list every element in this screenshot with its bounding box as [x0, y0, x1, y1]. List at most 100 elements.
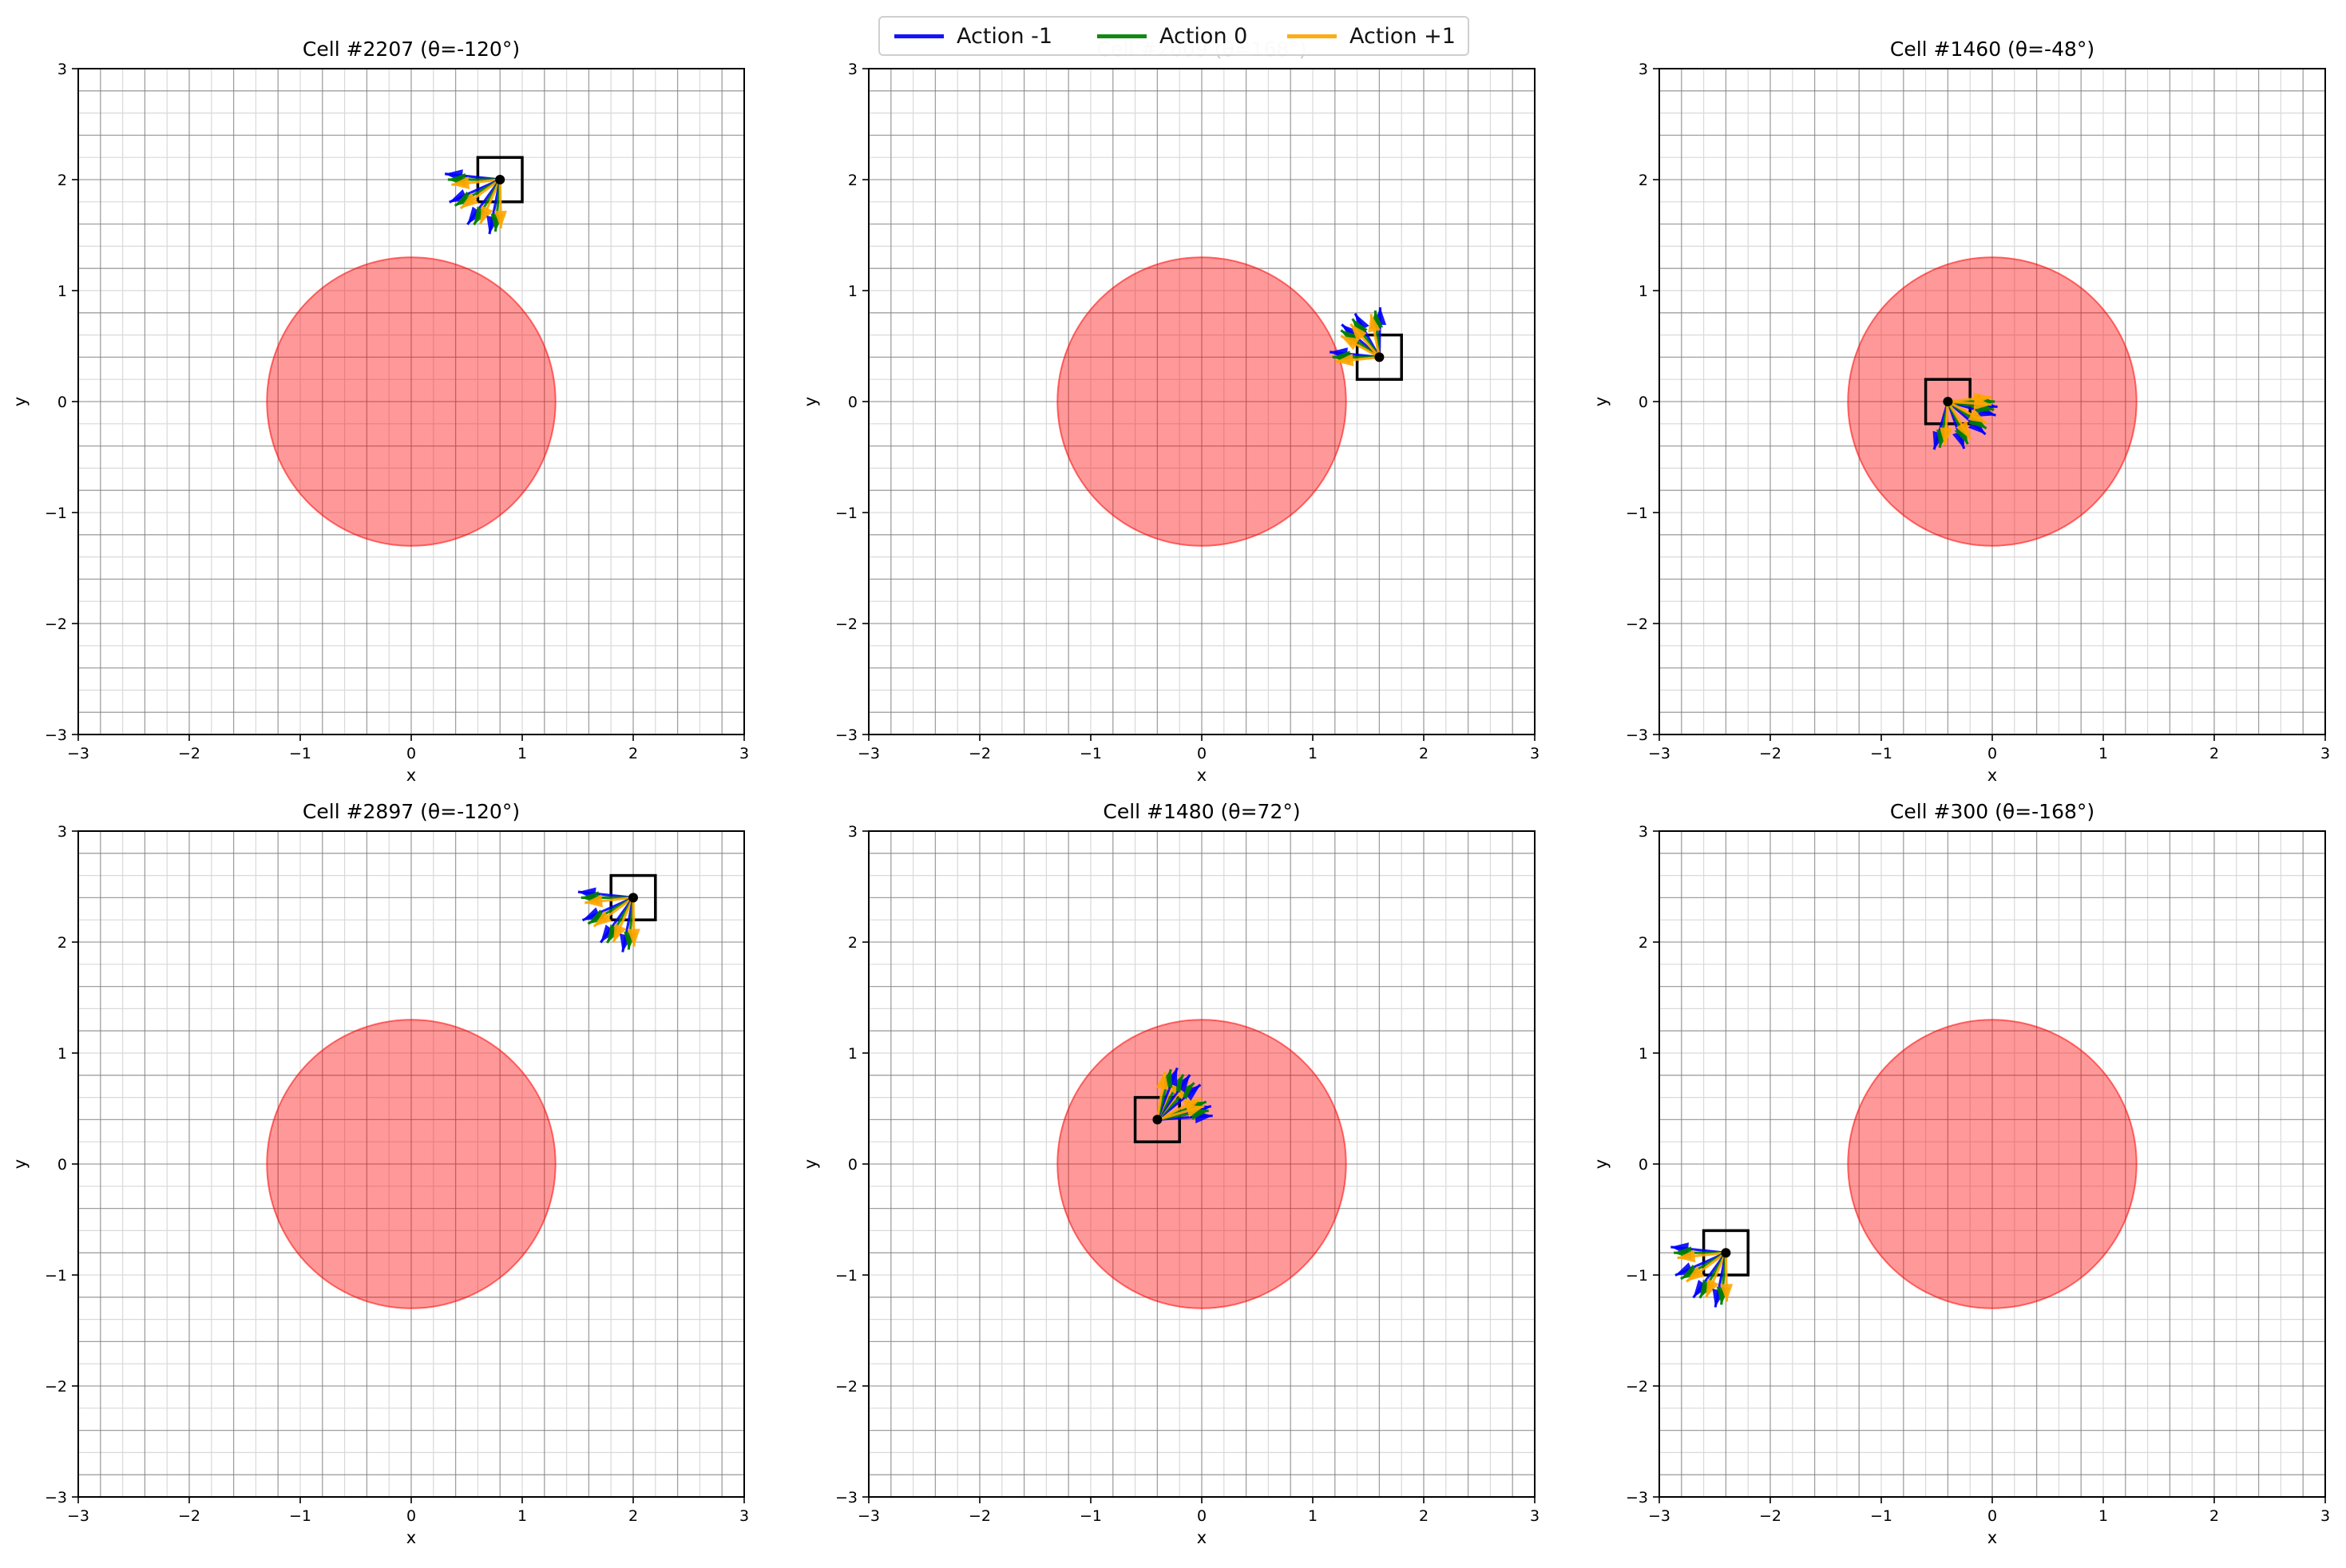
x-tick-label: −1 — [1870, 745, 1892, 762]
panel-3: −3−3 −2 −2 −1 −1 0 0 1 1 2 2 3 3 x y Cell #1460 (θ=-48°… — [1591, 38, 2330, 785]
y-tick-label: 0 — [57, 394, 67, 411]
y-tick-label: −3 — [835, 1489, 858, 1507]
y-tick-label: 3 — [57, 61, 67, 78]
obstacle-circle — [266, 256, 557, 547]
arrow-head-action-plus — [613, 923, 627, 943]
arrow-head-action-plus — [1706, 1278, 1719, 1298]
y-tick-label: −2 — [1626, 616, 1648, 633]
legend-entry-action-zero: Action 0 — [1097, 18, 1247, 54]
x-tick-label: 0 — [406, 745, 416, 762]
x-tick-label: 1 — [2098, 1507, 2108, 1525]
y-tick-label: 3 — [1639, 823, 1648, 841]
arrow-head-action-plus — [1968, 409, 1987, 423]
y-tick-label: −3 — [45, 727, 67, 744]
arrow-head-action-minus — [1693, 1279, 1709, 1298]
y-tick-label: 2 — [848, 172, 858, 189]
obstacle-circle — [1056, 256, 1347, 547]
arrow-head-action-plus — [1350, 323, 1367, 342]
x-tick-label: −2 — [1759, 1507, 1781, 1525]
y-tick-label: 2 — [848, 934, 858, 952]
obstacle-circle — [1847, 1019, 2138, 1309]
x-tick-label: −1 — [289, 1507, 311, 1525]
arrow-head-action-minus — [1174, 1075, 1191, 1093]
x-tick-label: −1 — [1080, 745, 1102, 762]
x-tick-label: 0 — [1197, 1507, 1207, 1525]
y-axis-label: y — [1591, 1159, 1611, 1169]
arrow-head-action-minus — [467, 206, 483, 225]
x-tick-label: −2 — [969, 1507, 991, 1525]
y-axis-label: y — [1591, 397, 1611, 406]
y-tick-label: 3 — [1639, 61, 1648, 78]
arrow-head-action-plus — [1677, 1249, 1696, 1263]
x-tick-label: 1 — [2098, 745, 2108, 762]
y-tick-label: −2 — [45, 1378, 67, 1396]
panel-1: −3−3 −2 −2 −1 −1 0 0 1 1 2 2 3 3 x y Cell #2207 (θ=-120… — [10, 38, 749, 785]
y-tick-label: 3 — [848, 61, 858, 78]
arrow-head-action-minus — [1968, 418, 1986, 435]
arrow-head-action-plus — [1956, 421, 1971, 440]
arrow-head-action-plus — [1368, 314, 1381, 333]
x-tick-label: 2 — [628, 745, 638, 762]
y-tick-label: −2 — [45, 616, 67, 633]
x-tick-label: 2 — [1419, 1507, 1429, 1525]
cell-center-dot — [1943, 397, 1953, 406]
y-tick-label: 1 — [57, 1045, 67, 1063]
x-tick-label: 0 — [1987, 745, 1997, 762]
x-tick-label: 3 — [1530, 745, 1540, 762]
y-tick-label: −2 — [1626, 1378, 1648, 1396]
x-tick-label: 3 — [739, 1507, 749, 1525]
arrow-head-action-plus — [627, 929, 640, 947]
x-tick-label: 2 — [1419, 745, 1429, 762]
cell-center-dot — [1152, 1115, 1163, 1125]
x-tick-label: −3 — [858, 745, 880, 762]
x-tick-label: −3 — [1648, 1507, 1670, 1525]
panel-5: −3−3 −2 −2 −1 −1 0 0 1 1 2 2 3 3 x y Cell #1480 (θ=72°) — [801, 800, 1540, 1547]
x-tick-label: −3 — [67, 1507, 89, 1525]
x-tick-label: −2 — [969, 745, 991, 762]
arrow-head-action-plus — [480, 205, 493, 224]
y-tick-label: 2 — [57, 172, 67, 189]
x-tick-label: 1 — [1308, 745, 1318, 762]
x-tick-label: 0 — [406, 1507, 416, 1525]
panel-4: −3−3 −2 −2 −1 −1 0 0 1 1 2 2 3 3 x y Cell #2897 (θ=-120… — [10, 800, 749, 1547]
arrow-head-action-plus — [593, 910, 612, 927]
arrow-head-action-plus — [460, 192, 479, 208]
x-tick-label: −1 — [289, 745, 311, 762]
y-tick-label: 0 — [848, 394, 858, 411]
y-tick-label: −3 — [1626, 1489, 1648, 1507]
y-tick-label: −1 — [1626, 505, 1648, 522]
y-tick-label: 1 — [848, 283, 858, 300]
obstacle-circle — [266, 1019, 557, 1309]
legend-label-action-minus: Action -1 — [957, 23, 1053, 49]
y-tick-label: −1 — [45, 1267, 67, 1285]
x-tick-label: −2 — [1759, 745, 1781, 762]
x-tick-label: −1 — [1080, 1507, 1102, 1525]
arrow-head-action-plus — [1341, 335, 1360, 350]
y-tick-label: 2 — [57, 934, 67, 952]
legend-label-action-zero: Action 0 — [1159, 23, 1248, 49]
legend-entry-action-plus: Action +1 — [1287, 18, 1456, 54]
arrow-head-action-plus — [585, 894, 603, 908]
y-tick-label: 3 — [848, 823, 858, 841]
arrow-head-action-plus — [493, 211, 507, 229]
arrow-head-action-minus — [600, 925, 616, 943]
arrow-head-action-minus — [1183, 1084, 1201, 1101]
x-axis-label: x — [1197, 1528, 1207, 1547]
cell-box — [1133, 1095, 1181, 1143]
y-tick-label: 1 — [1639, 283, 1648, 300]
x-axis-label: x — [1987, 1528, 1997, 1547]
x-tick-label: −1 — [1870, 1507, 1892, 1525]
cell-center-dot — [1374, 352, 1385, 362]
x-tick-label: −2 — [178, 1507, 200, 1525]
panel-title: Cell #2207 (θ=-120°) — [303, 38, 520, 61]
arrow-head-action-plus — [1155, 1071, 1169, 1090]
panel-title: Cell #2897 (θ=-120°) — [303, 800, 520, 823]
legend-swatch-action-zero — [1097, 34, 1147, 38]
x-axis-label: x — [1197, 766, 1207, 785]
y-tick-label: −3 — [45, 1489, 67, 1507]
arrow-head-action-zero — [1177, 1083, 1195, 1100]
panel-6: −3−3 −2 −2 −1 −1 0 0 1 1 2 2 3 3 x y Cell #300 (θ=-168°… — [1591, 800, 2330, 1547]
y-tick-label: −1 — [1626, 1267, 1648, 1285]
x-tick-label: 0 — [1197, 745, 1207, 762]
